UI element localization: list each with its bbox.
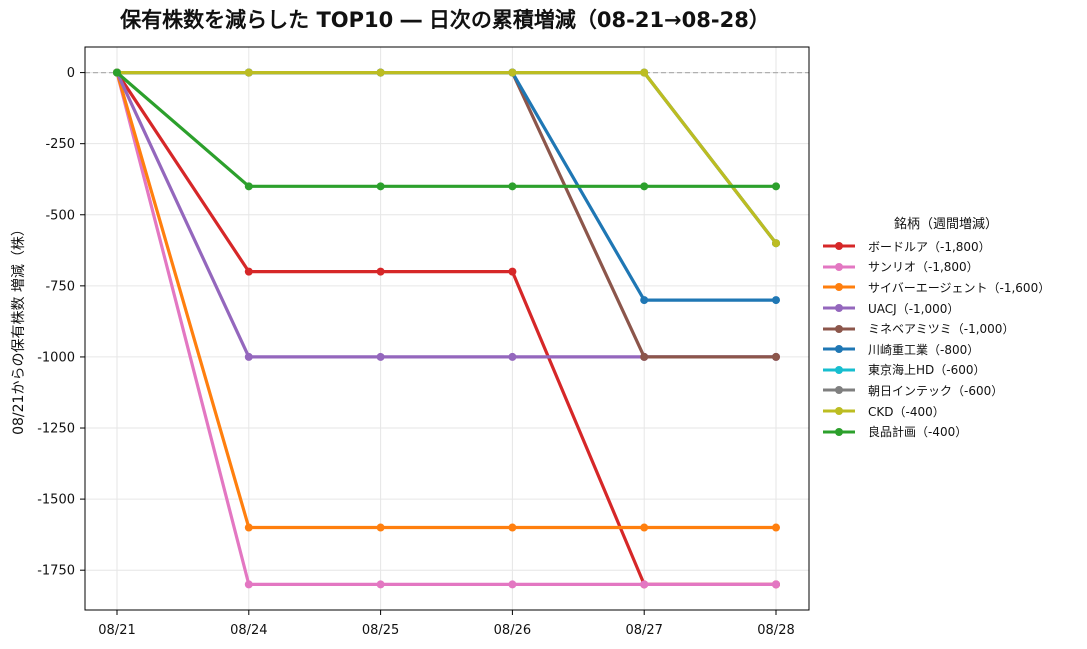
data-point (640, 68, 649, 77)
data-point (244, 267, 253, 276)
legend-entry: ボードルア（-1,800） (822, 236, 1084, 257)
legend-entry: サイバーエージェント（-1,600） (822, 277, 1084, 298)
data-point (244, 580, 253, 589)
legend-swatch (823, 386, 855, 395)
series (113, 68, 780, 191)
x-axis-ticks: 08/21 08/24 08/25 08/26 08/27 08/28 (98, 610, 795, 638)
y-axis-ticks: 0 -250 -500 -750 -1000 -1250 -1500 -1750 (37, 66, 85, 579)
series-line (115, 70, 778, 188)
data-point (508, 580, 517, 589)
legend-label: サイバーエージェント（-1,600） (868, 280, 1051, 295)
data-point (376, 182, 385, 191)
y-tick-label: -750 (45, 279, 75, 294)
plot-frame (84, 46, 810, 611)
data-point (640, 182, 649, 191)
series-line (115, 70, 778, 587)
legend-entry: 朝日インテック（-600） (822, 380, 1084, 401)
legend-swatch (823, 242, 855, 251)
legend-entry: UACJ（-1,000） (822, 298, 1084, 319)
data-point (244, 182, 253, 191)
y-tick-label: -1500 (37, 493, 75, 508)
data-point (640, 352, 649, 361)
series (113, 68, 780, 589)
series-line (115, 70, 778, 530)
gridlines (85, 47, 809, 610)
series-lines (113, 68, 780, 589)
legend-swatch (823, 304, 855, 313)
x-tick-label: 08/25 (362, 623, 399, 638)
data-point (772, 239, 780, 248)
y-tick-label: -1250 (37, 422, 75, 437)
legend-label: 東京海上HD（-600） (868, 363, 986, 378)
legend-entry: サンリオ（-1,800） (822, 257, 1084, 278)
data-point (244, 68, 253, 77)
data-point (772, 580, 780, 589)
legend-label: サンリオ（-1,800） (868, 260, 979, 275)
data-point (772, 182, 780, 191)
legend: 銘柄（週間増減） ボードルア（-1,800） サンリオ（-1,800） サイバーエー… (822, 213, 1084, 442)
series-line (115, 70, 778, 245)
data-point (772, 296, 780, 305)
data-point (376, 580, 385, 589)
y-tick-label: -250 (45, 137, 75, 152)
legend-swatch (823, 365, 855, 374)
legend-label: 朝日インテック（-600） (868, 383, 1004, 398)
legend-swatch (823, 324, 855, 333)
legend-entry: 東京海上HD（-600） (822, 360, 1084, 381)
data-point (376, 352, 385, 361)
legend-swatch (823, 427, 855, 436)
legend-label: UACJ（-1,000） (868, 301, 960, 316)
data-point (376, 68, 385, 77)
legend-swatch (823, 407, 855, 416)
data-point (640, 296, 649, 305)
data-point (376, 267, 385, 276)
legend-label: 良品計画（-400） (868, 425, 968, 440)
chart-title: 保有株数を減らした TOP10 ― 日次の累積増減（08-21→08-28） (120, 8, 770, 32)
data-point (113, 68, 121, 77)
series-line (115, 70, 778, 587)
data-point (508, 267, 517, 276)
data-point (772, 523, 780, 532)
legend-entry: 川崎重工業（-800） (822, 339, 1084, 360)
legend-entry: ミネベアミツミ（-1,000） (822, 318, 1084, 339)
x-tick-label: 08/26 (494, 623, 531, 638)
legend-swatch (823, 262, 855, 271)
series (113, 68, 780, 589)
data-point (508, 523, 517, 532)
x-tick-label: 08/28 (757, 623, 794, 638)
data-point (772, 352, 780, 361)
legend-swatch (823, 345, 855, 354)
data-point (508, 182, 517, 191)
legend-label: ミネベアミツミ（-1,000） (868, 322, 1015, 337)
data-point (640, 580, 649, 589)
x-tick-label: 08/24 (230, 623, 267, 638)
data-point (244, 523, 253, 532)
legend-label: ボードルア（-1,800） (868, 239, 991, 254)
legend-entry: CKD（-400） (822, 401, 1084, 422)
legend-title: 銘柄（週間増減） (893, 217, 998, 232)
legend-swatch (823, 283, 855, 292)
y-tick-label: 0 (67, 66, 75, 81)
data-point (508, 352, 517, 361)
data-point (244, 352, 253, 361)
y-axis-label: 08/21からの保有株数 増減（株） (10, 222, 27, 435)
legend-entry: 良品計画（-400） (822, 421, 1084, 442)
x-tick-label: 08/27 (625, 623, 662, 638)
legend-label: CKD（-400） (868, 404, 945, 419)
legend-items: ボードルア（-1,800） サンリオ（-1,800） サイバーエージェント（-1,6… (822, 236, 1084, 442)
y-tick-label: -1750 (37, 564, 75, 579)
y-tick-label: -1000 (37, 350, 75, 365)
data-point (508, 68, 517, 77)
y-tick-label: -500 (45, 208, 75, 223)
x-tick-label: 08/21 (98, 623, 135, 638)
data-point (376, 523, 385, 532)
data-point (640, 523, 649, 532)
legend-label: 川崎重工業（-800） (868, 342, 980, 357)
